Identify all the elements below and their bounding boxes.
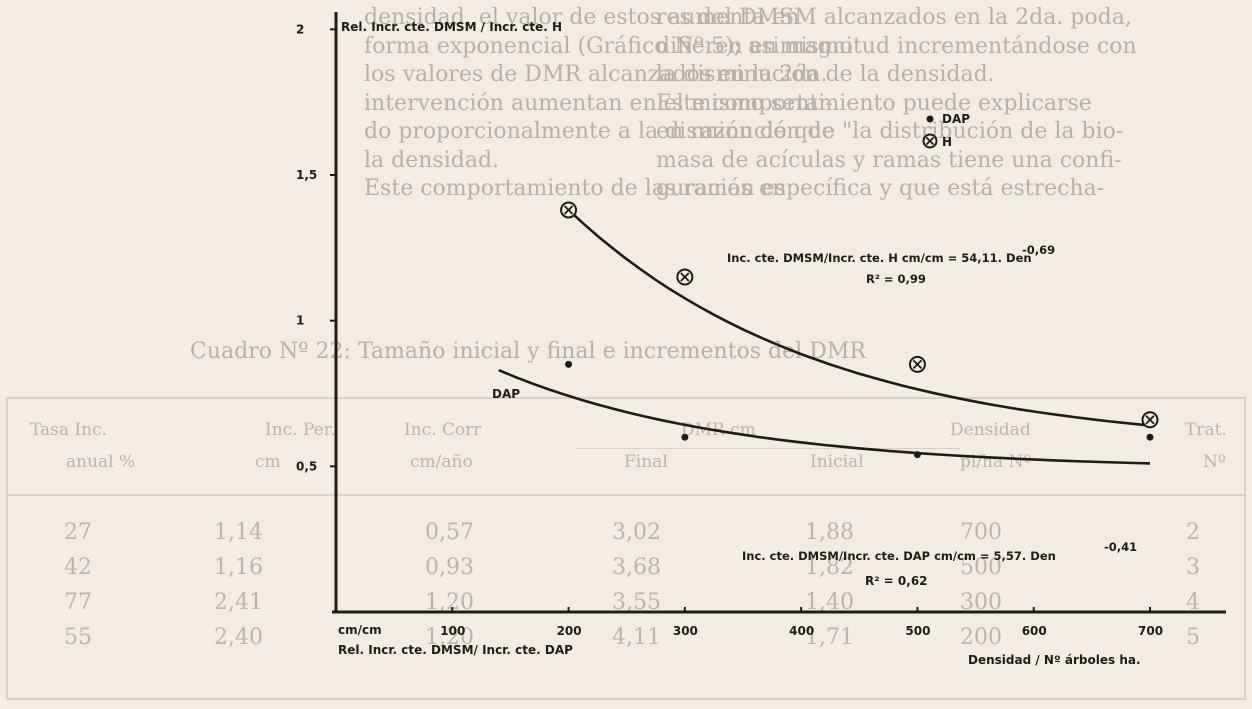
background-text-line: la disminución de la densidad. (656, 62, 995, 87)
x-axis-title: Densidad / Nº árboles ha. (968, 653, 1141, 667)
data-point-dap (1146, 433, 1154, 441)
background-text-line: res del DMSM alcanzados en la 2da. poda, (656, 5, 1132, 30)
table-border-bottom (6, 698, 1246, 700)
data-point-dap (565, 360, 573, 368)
y-axis-title: Rel. Incr. cte. DMSM / Incr. cte. H (341, 20, 562, 34)
table-cell: 1,82 (805, 555, 854, 580)
table-cell: 42 (64, 555, 92, 580)
y-tick-label: 0,5 (296, 459, 317, 473)
fit-equation-dap: Inc. cte. DMSM/Incr. cte. DAP cm/cm = 5,… (742, 549, 1056, 563)
background-text-line: Este comportamiento puede explicarse (656, 90, 1092, 116)
table-cell: 700 (960, 520, 1002, 545)
table-cell: 1,14 (214, 520, 263, 545)
fit-annotation-h: Inc. cte. DMSM/Incr. cte. H cm/cm = 54,1… (727, 243, 1055, 286)
background-text-line: los valores de DMR alcanzados en la 2da. (364, 62, 828, 87)
legend-dot-marker (926, 115, 934, 123)
background-text-line: guración específica y que está estrecha- (656, 176, 1105, 201)
table-border-header (6, 494, 1246, 496)
table-cell: 2,40 (214, 625, 263, 650)
table-cell: 1,16 (214, 555, 263, 580)
table-subheader: Final (624, 452, 668, 472)
fit-annotation-dap: DAP Inc. cte. DMSM/Incr. cte. DAP cm/cm … (492, 387, 1137, 588)
fit-r2-dap: R² = 0,62 (865, 574, 928, 588)
y-tick-label: 1 (296, 314, 304, 328)
fit-label-dap: DAP (492, 387, 520, 401)
x-tick-label: 300 (673, 624, 698, 638)
fit-exponent-dap: -0,41 (1104, 540, 1137, 554)
fit-r2-h: R² = 0,99 (866, 272, 926, 286)
table-cell: 3 (1186, 555, 1200, 580)
table-cell: 2 (1186, 520, 1200, 545)
table-cell: 1,71 (805, 625, 854, 650)
data-point-dap (913, 451, 921, 459)
table-border-right (1244, 397, 1246, 699)
data-point-h (560, 201, 578, 219)
table-caption: Cuadro Nº 22: Tamaño inicial y final e i… (190, 339, 866, 364)
table-cell: 3,02 (612, 520, 661, 545)
legend-label-dap: DAP (942, 112, 970, 126)
table-rule-dmr (575, 448, 960, 449)
legend-label-h: H (942, 135, 952, 149)
x-tick-label: 600 (1022, 624, 1047, 638)
fit-equation-h: Inc. cte. DMSM/Incr. cte. H cm/cm = 54,1… (727, 251, 1032, 265)
table-cell: 77 (64, 590, 92, 615)
background-text-line: intervención aumentan en el mismo senti- (364, 90, 833, 116)
table-cell: 200 (960, 625, 1002, 650)
table-subheader: cm/año (410, 452, 473, 472)
background-text-line: do proporcionalmente a la disminución de (364, 119, 835, 144)
y-axis-title-bottom: Rel. Incr. cte. DMSM/ Incr. cte. DAP (338, 643, 573, 657)
table-cell: 1,20 (425, 625, 474, 650)
table-subheader: Inicial (810, 452, 864, 472)
table-border-top (6, 397, 1246, 399)
x-unit-label: cm/cm (338, 623, 382, 637)
table-cell: 500 (960, 555, 1002, 580)
table-cell: 0,93 (425, 555, 474, 580)
y-tick-label: 2 (296, 22, 304, 36)
data-point-h (676, 268, 694, 286)
table-border-left (6, 397, 8, 699)
y-tick-label: 1,5 (296, 168, 317, 182)
fit-curve-dap (498, 368, 1151, 465)
data-point-h (908, 355, 926, 373)
table-header: Inc. Per. (265, 420, 336, 440)
chart-axes (332, 12, 1226, 614)
table-subheader: cm (255, 452, 281, 472)
background-text-line: masa de acículas y ramas tiene una confi… (656, 147, 1122, 173)
data-point-dap (681, 433, 689, 441)
background-text-line: forma exponencial (Gráfico Nº 5); asimis… (364, 33, 853, 59)
table-cell: 1,88 (805, 520, 854, 545)
table-header: Tasa Inc. (30, 420, 108, 440)
background-text-line: la densidad. (364, 147, 500, 173)
table-cell: 2,41 (214, 590, 263, 615)
table-subheader: anual % (66, 452, 136, 472)
table-cell: 5 (1186, 625, 1200, 650)
data-point-h (1141, 411, 1159, 429)
table-cell: 55 (64, 625, 92, 650)
fit-exponent-h: -0,69 (1022, 243, 1055, 257)
x-tick-label: 100 (440, 624, 465, 638)
fit-curve-h (567, 209, 1151, 427)
background-text-line: difieren en magnitud incrementándose con (656, 33, 1137, 59)
table-header: Trat. (1185, 420, 1227, 440)
legend-circled-x-marker (922, 133, 938, 149)
background-text-line: Este comportamiento de las ramas en (364, 176, 787, 201)
background-text-line: en razón de que "la distribución de la b… (656, 119, 1124, 144)
x-tick-label: 500 (905, 624, 930, 638)
background-text-line: densidad, el valor de estos aumenta en (364, 5, 800, 30)
table-cell: 27 (64, 520, 92, 545)
x-tick-label: 700 (1138, 624, 1163, 638)
table-cell: 4 (1186, 590, 1200, 615)
table-subheader: Nº (1203, 452, 1226, 472)
background-text-right: densidad, el valor de estos aumenta en fo… (364, 4, 853, 204)
table-header: Densidad (950, 420, 1031, 440)
table-cell: 0,57 (425, 520, 474, 545)
table-cell: 3,68 (612, 555, 661, 580)
background-text-left: res del DMSM alcanzados en la 2da. poda,… (656, 4, 1137, 204)
table-header: Inc. Corr (404, 420, 482, 440)
legend: DAP H (922, 112, 970, 149)
table-cell: 4,11 (612, 625, 661, 650)
x-tick-label: 200 (557, 624, 582, 638)
x-tick-label: 400 (789, 624, 814, 638)
